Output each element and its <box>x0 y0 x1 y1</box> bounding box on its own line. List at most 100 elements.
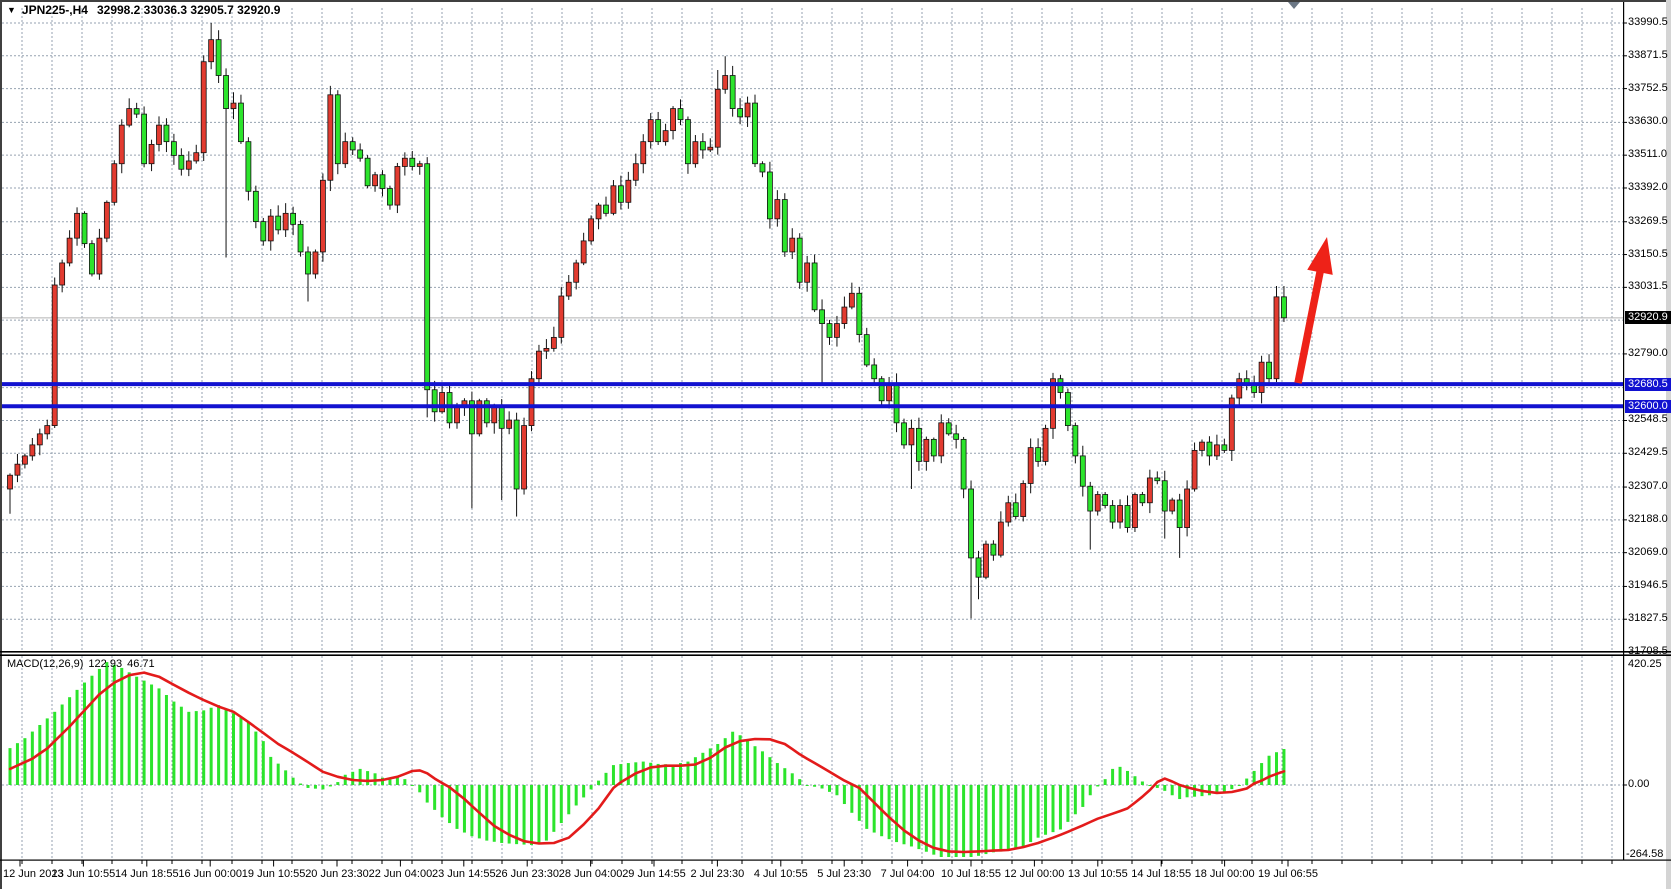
macd-histogram-bar <box>552 785 556 832</box>
candle <box>759 161 766 178</box>
up-arrow-shaft[interactable] <box>1294 263 1326 384</box>
macd-value: 122.93 <box>88 658 123 670</box>
candle <box>841 296 848 329</box>
candle-body-down <box>387 188 393 206</box>
candle-body-up <box>692 141 699 165</box>
candle <box>223 68 229 258</box>
candle-body-down <box>1124 505 1131 528</box>
candle-body-down <box>737 108 743 118</box>
candle <box>1184 480 1190 537</box>
candle-body-down <box>133 108 140 115</box>
window-border-right <box>1666 0 1671 889</box>
candle-body-down <box>960 438 967 490</box>
candle-body-down <box>364 157 371 187</box>
candle-body-up <box>1214 444 1220 457</box>
symbol-dropdown-icon[interactable]: ▼ <box>7 5 16 15</box>
candle <box>595 202 602 230</box>
candle-body-down <box>260 221 267 242</box>
date-label: 18 Jul 00:00 <box>1194 868 1255 880</box>
macd-histogram-bar <box>336 782 340 785</box>
macd-histogram-bar <box>686 761 690 785</box>
macd-histogram-bar <box>187 711 191 785</box>
macd-histogram-bar <box>895 785 899 843</box>
candle <box>655 111 662 145</box>
macd-histogram-bar <box>962 785 966 857</box>
macd-histogram-bar <box>1163 785 1167 791</box>
macd-histogram-bar <box>984 785 988 855</box>
macd-histogram-bar <box>1155 785 1159 788</box>
macd-histogram-bar <box>224 709 228 785</box>
candle-body-up <box>714 88 721 148</box>
macd-histogram-bar <box>597 780 601 785</box>
candle <box>714 69 721 155</box>
macd-name: MACD(12,26,9) <box>7 658 84 670</box>
up-arrow-head[interactable] <box>1307 237 1333 275</box>
shift-marker-icon[interactable] <box>1288 2 1300 9</box>
macd-histogram-bar <box>1185 785 1189 798</box>
candle <box>834 315 840 347</box>
candle-body-up <box>848 292 855 308</box>
macd-histogram-bar <box>410 785 414 786</box>
candle-body-down <box>1079 455 1086 487</box>
macd-histogram-bar <box>164 694 168 785</box>
candle-body-down <box>916 427 922 462</box>
candle-body-down <box>513 419 520 490</box>
candle-body-down <box>990 543 997 556</box>
macd-histogram-bar <box>604 772 608 785</box>
candle <box>662 123 669 146</box>
macd-min-label: -264.58 <box>1626 848 1664 860</box>
date-label: 10 Jul 18:55 <box>941 868 1001 880</box>
current-price-badge: 32920.9 <box>1625 311 1671 325</box>
candle-body-up <box>118 124 125 165</box>
date-label: 2 Jul 23:30 <box>690 868 745 880</box>
candle <box>990 540 997 561</box>
candle-body-up <box>66 237 73 264</box>
candle <box>238 94 244 144</box>
macd-histogram-bar <box>567 785 571 815</box>
date-label: 26 Jun 23:30 <box>495 868 559 880</box>
candle <box>1258 355 1265 404</box>
candle <box>357 143 364 162</box>
candle-body-up <box>573 262 580 283</box>
candle <box>312 249 319 279</box>
macd-histogram-bar <box>75 689 79 785</box>
macd-histogram-bar <box>351 771 355 785</box>
candle <box>394 162 401 214</box>
candle <box>349 137 356 156</box>
candle-body-up <box>148 144 155 165</box>
macd-histogram-bar <box>1215 785 1219 794</box>
macd-histogram-bar <box>574 785 578 806</box>
candle <box>118 119 125 174</box>
candle <box>141 106 148 168</box>
macd-histogram-bar <box>366 771 370 785</box>
macd-histogram-bar <box>403 779 407 785</box>
candle-body-down <box>1035 447 1041 462</box>
candle-body-up <box>647 119 654 143</box>
candle-body-down <box>89 243 95 275</box>
candle <box>938 414 945 464</box>
candle-body-up <box>580 240 587 264</box>
candle-body-up <box>439 392 446 413</box>
macd-histogram-bar <box>1207 785 1211 796</box>
candle-body-up <box>640 141 647 165</box>
macd-histogram-bar <box>1006 785 1010 851</box>
candle <box>692 135 699 168</box>
candle-body-down <box>1281 296 1287 319</box>
candle-body-up <box>983 543 989 578</box>
macd-histogram-bar <box>232 713 235 785</box>
macd-histogram-bar <box>1237 785 1241 786</box>
candle-body-up <box>625 179 632 203</box>
candle <box>483 398 490 428</box>
candle-body-up <box>1169 499 1176 512</box>
price-axis-label: 33752.5 <box>1628 81 1668 94</box>
candle <box>1146 469 1153 514</box>
date-label: 23 Jun 14:55 <box>431 868 496 880</box>
candle <box>1139 491 1146 507</box>
candle-body-down <box>819 309 825 324</box>
candle-body-down <box>1109 505 1116 523</box>
candle-body-up <box>267 215 274 242</box>
candle <box>1169 497 1176 515</box>
macd-histogram-bar <box>753 746 757 785</box>
chart-title: ▼ JPN225-,H4 32998.2 33036.3 32905.7 32920… <box>7 3 280 17</box>
